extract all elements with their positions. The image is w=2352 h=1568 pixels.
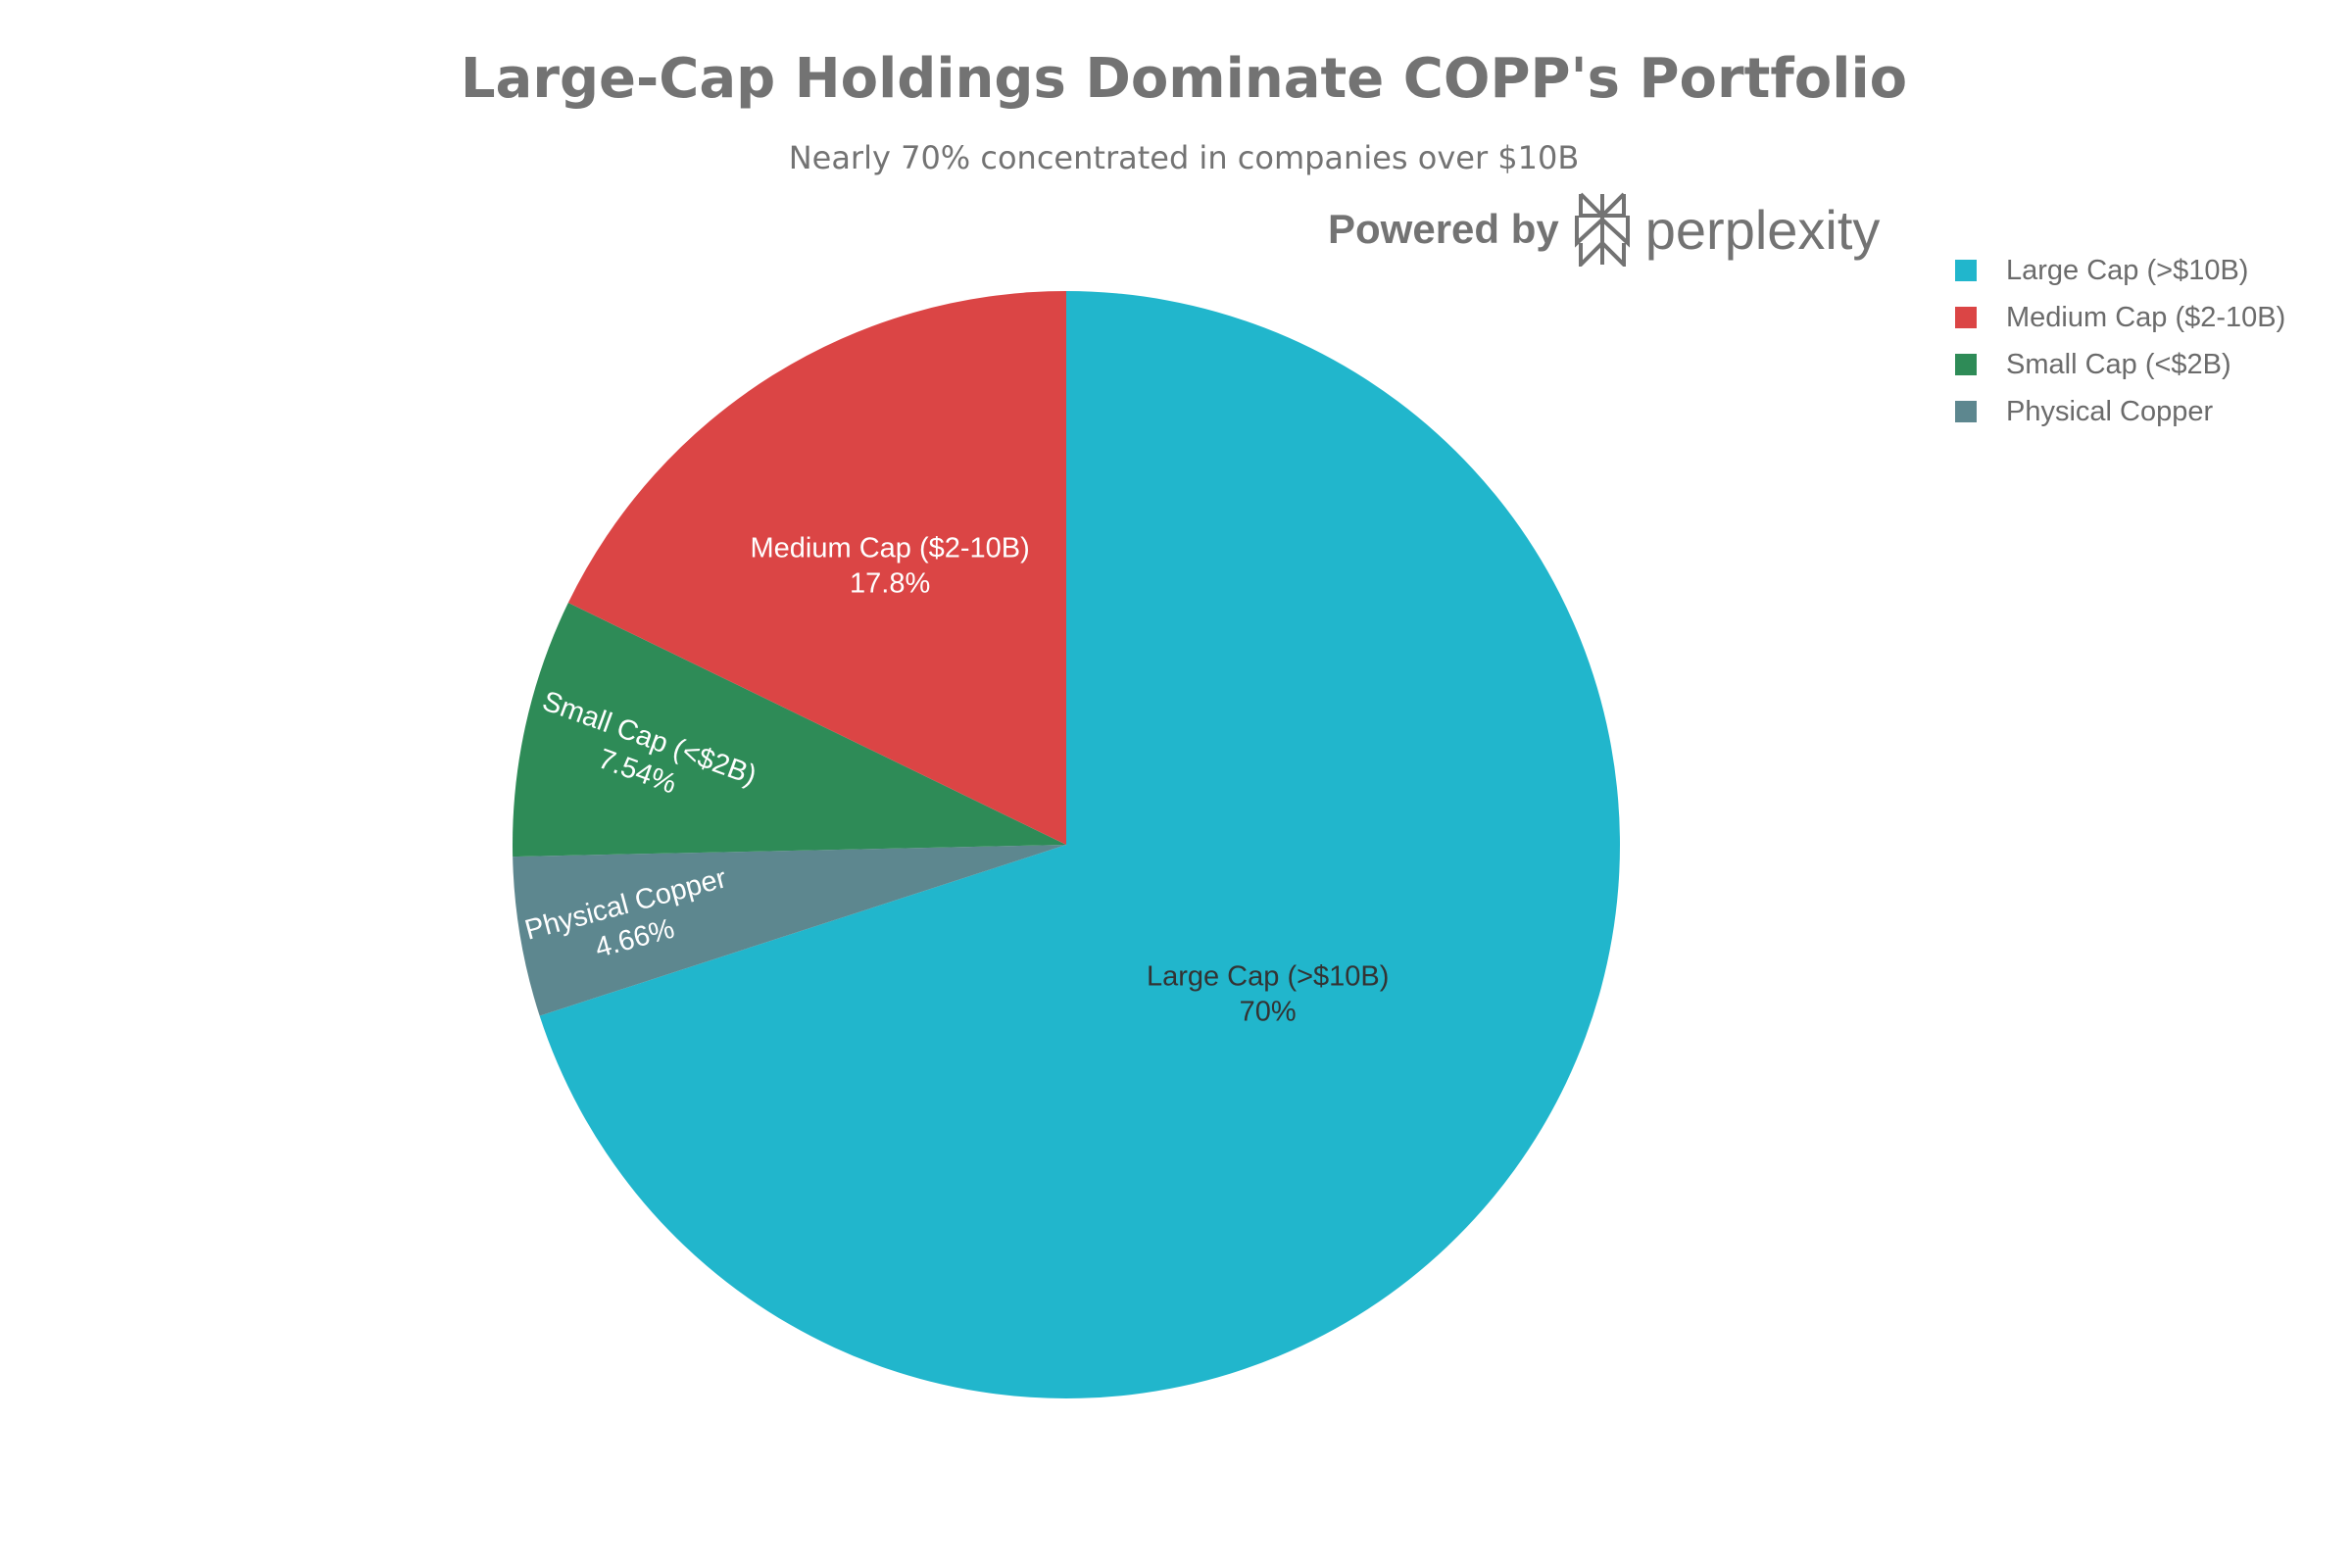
legend-label: Large Cap (>$10B) (2006, 254, 2249, 286)
slice-label: Medium Cap ($2-10B) 17.8% (751, 533, 1030, 600)
slice-label-percent: 17.8% (850, 568, 930, 600)
pie-slice-small-cap-2b[interactable] (513, 603, 1066, 858)
slice-label-name: Medium Cap ($2-10B) (751, 533, 1030, 564)
legend-label: Small Cap (<$2B) (2006, 348, 2231, 380)
slice-label-percent: 70% (1240, 996, 1297, 1027)
legend-item[interactable]: Medium Cap ($2-10B) (1955, 294, 2285, 341)
chart-subtitle: Nearly 70% concentrated in companies ove… (788, 139, 1580, 176)
legend-label: Physical Copper (2006, 395, 2214, 427)
slice-label: Large Cap (>$10B) 70% (1147, 960, 1389, 1027)
legend-swatch (1955, 307, 1977, 328)
legend-label: Medium Cap ($2-10B) (2006, 301, 2286, 333)
powered-by-text: Powered by (1328, 206, 1559, 252)
slice-label-name: Large Cap (>$10B) (1147, 960, 1389, 992)
legend-swatch (1955, 354, 1977, 375)
legend-item[interactable]: Small Cap (<$2B) (1955, 341, 2285, 388)
pie-slice-medium-cap-2-10b[interactable] (567, 291, 1066, 845)
powered-by-perplexity: Powered by perplexity (1328, 192, 1880, 267)
legend-item[interactable]: Large Cap (>$10B) (1955, 247, 2285, 294)
legend-swatch (1955, 401, 1977, 422)
perplexity-brand-text: perplexity (1644, 198, 1881, 261)
pie-slice-large-cap-10b[interactable] (539, 291, 1620, 1399)
legend-swatch (1955, 260, 1977, 281)
perplexity-logo-icon (1574, 192, 1630, 267)
chart-title: Large-Cap Holdings Dominate COPP's Portf… (460, 47, 1908, 111)
legend: Large Cap (>$10B) Medium Cap ($2-10B) Smal… (1955, 247, 2285, 435)
legend-item[interactable]: Physical Copper (1955, 388, 2285, 435)
pie-slice-physical-copper[interactable] (513, 845, 1066, 1016)
